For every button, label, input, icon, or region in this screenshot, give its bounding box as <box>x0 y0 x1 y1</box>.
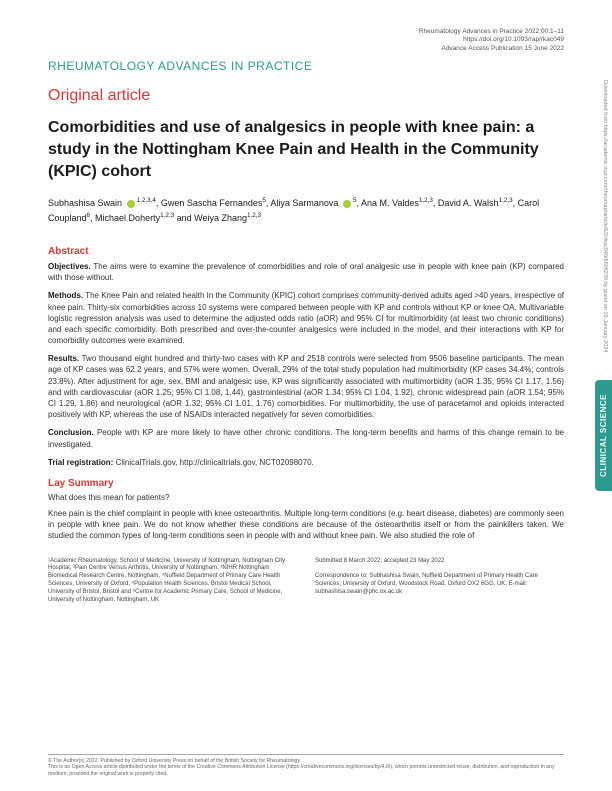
trial-text: ClinicalTrials.gov, http://clinicaltrial… <box>113 458 313 467</box>
abstract-conclusion: Conclusion. People with KP are more like… <box>48 427 564 449</box>
affiliations-block: ¹Academic Rheumatology, School of Medici… <box>48 558 564 605</box>
abstract-trial: Trial registration: ClinicalTrials.gov, … <box>48 457 564 468</box>
methods-label: Methods. <box>48 291 83 300</box>
journal-name: RHEUMATOLOGY ADVANCES IN PRACTICE <box>48 59 564 73</box>
header-metadata: Rheumatology Advances in Practice 2022;0… <box>48 28 564 53</box>
affiliations-right: Submitted 8 March 2022; accepted 23 May … <box>315 558 564 605</box>
article-title: Comorbidities and use of analgesics in p… <box>48 117 564 182</box>
abstract-results: Results. Two thousand eight hundred and … <box>48 353 564 420</box>
results-label: Results. <box>48 354 79 363</box>
conclusion-text: People with KP are more likely to have o… <box>48 428 564 448</box>
section-tab: CLINICAL SCIENCE <box>595 380 612 491</box>
pubdate-line: Advance Access Publication 15 June 2022 <box>48 45 564 53</box>
lay-summary-heading: Lay Summary <box>48 478 564 489</box>
objectives-text: The aims were to examine the prevalence … <box>48 262 564 282</box>
download-note: Downloaded from https://academic.oup.com… <box>601 80 608 352</box>
methods-text: The Knee Pain and related health In the … <box>48 291 564 345</box>
lay-summary-text: Knee pain is the chief complaint in peop… <box>48 508 564 542</box>
trial-label: Trial registration: <box>48 458 113 467</box>
objectives-label: Objectives. <box>48 262 91 271</box>
abstract-objectives: Objectives. The aims were to examine the… <box>48 261 564 283</box>
conclusion-label: Conclusion. <box>48 428 94 437</box>
results-text: Two thousand eight hundred and thirty-tw… <box>48 354 564 419</box>
abstract-methods: Methods. The Knee Pain and related healt… <box>48 290 564 346</box>
copyright-footer: © The Author(s) 2022. Published by Oxfor… <box>48 754 564 778</box>
article-type: Original article <box>48 87 564 105</box>
citation-line: Rheumatology Advances in Practice 2022;0… <box>48 28 564 36</box>
author-list: Subhashisa Swain 1,2,3,4, Gwen Sascha Fe… <box>48 196 564 226</box>
lay-summary-subheading: What does this mean for patients? <box>48 493 564 502</box>
abstract-heading: Abstract <box>48 246 564 257</box>
doi-line: https://doi.org/10.1093/rap/rkac049 <box>48 36 564 44</box>
affiliations-left: ¹Academic Rheumatology, School of Medici… <box>48 558 297 605</box>
